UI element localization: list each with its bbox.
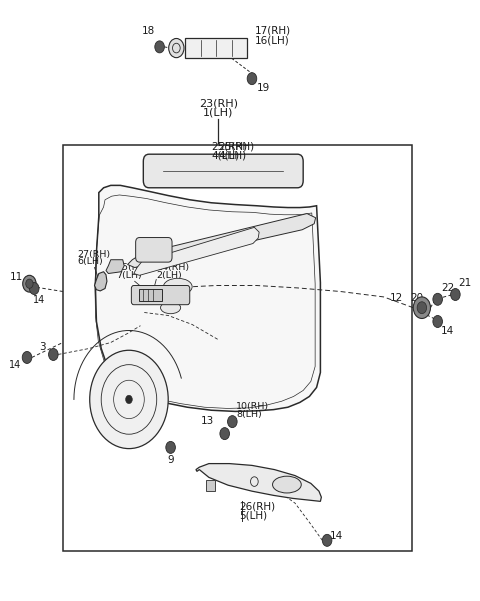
Text: 20: 20 (410, 293, 423, 302)
Bar (63, 145, 412, 551)
Circle shape (323, 534, 332, 546)
FancyBboxPatch shape (132, 285, 190, 305)
Text: 9: 9 (168, 455, 174, 465)
Text: 4(LH): 4(LH) (218, 150, 247, 160)
Polygon shape (134, 227, 259, 275)
Text: 6(LH): 6(LH) (77, 257, 103, 266)
Circle shape (228, 416, 237, 428)
Text: 26(RH): 26(RH) (239, 502, 275, 511)
Text: 14: 14 (330, 531, 343, 540)
Text: 19: 19 (257, 83, 271, 93)
Circle shape (126, 395, 132, 404)
Bar (185, 38, 247, 58)
Text: 1(LH): 1(LH) (203, 108, 234, 118)
Text: 14: 14 (9, 361, 22, 370)
Text: 11: 11 (10, 272, 24, 281)
Text: 3: 3 (39, 342, 46, 352)
Circle shape (90, 350, 168, 448)
Circle shape (22, 352, 32, 364)
Text: 13: 13 (201, 416, 214, 427)
Polygon shape (196, 463, 322, 501)
Circle shape (433, 293, 443, 305)
Circle shape (168, 38, 184, 58)
Text: 27(RH): 27(RH) (77, 249, 110, 258)
Text: 14: 14 (33, 294, 46, 305)
FancyBboxPatch shape (136, 237, 172, 262)
Circle shape (220, 428, 229, 439)
Circle shape (29, 282, 39, 294)
Text: 24(RH): 24(RH) (156, 263, 190, 272)
Circle shape (433, 316, 443, 328)
Ellipse shape (160, 302, 180, 314)
Text: 17(RH): 17(RH) (254, 26, 290, 35)
Text: 18: 18 (142, 26, 155, 35)
Text: 4(LH): 4(LH) (211, 151, 240, 161)
Text: 16(LH): 16(LH) (254, 36, 289, 46)
Ellipse shape (273, 476, 301, 493)
Text: 21: 21 (458, 278, 471, 288)
Text: 14: 14 (441, 326, 454, 336)
Circle shape (413, 297, 431, 319)
Text: 8(LH): 8(LH) (236, 410, 262, 419)
Bar (206, 480, 215, 491)
FancyBboxPatch shape (144, 154, 303, 188)
Polygon shape (106, 260, 124, 273)
Text: 25(RH): 25(RH) (211, 142, 247, 152)
Polygon shape (96, 185, 321, 412)
Bar (139, 288, 162, 300)
Text: 25(RH): 25(RH) (218, 142, 254, 152)
Text: 7(LH): 7(LH) (117, 270, 142, 279)
Circle shape (417, 302, 427, 314)
Text: 23(RH): 23(RH) (199, 99, 238, 109)
Circle shape (23, 275, 36, 292)
Text: 5(LH): 5(LH) (239, 511, 267, 520)
Text: 12: 12 (389, 293, 403, 302)
Text: 10(RH): 10(RH) (236, 403, 269, 412)
Circle shape (247, 73, 257, 85)
Text: 15(RH): 15(RH) (117, 263, 150, 272)
Circle shape (166, 441, 175, 453)
Text: 22: 22 (441, 282, 454, 293)
Circle shape (451, 288, 460, 300)
Ellipse shape (163, 278, 192, 295)
Polygon shape (128, 213, 316, 267)
Text: 2(LH): 2(LH) (156, 270, 182, 279)
Circle shape (48, 349, 58, 361)
Polygon shape (95, 272, 107, 291)
Circle shape (155, 41, 164, 53)
Circle shape (26, 279, 33, 288)
